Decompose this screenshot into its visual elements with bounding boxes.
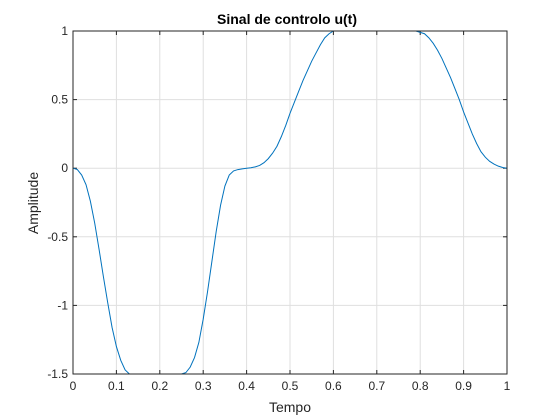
x-tick-label: 0.4 [238,379,255,393]
y-tick-label: -1 [57,298,68,312]
y-tick-label: 1 [61,24,68,38]
chart-title: Sinal de controlo u(t) [217,11,357,27]
x-tick-label: 0.9 [455,379,472,393]
x-tick-label: 0.6 [325,379,342,393]
x-tick-label: 0.1 [108,379,125,393]
x-tick-label: 0.5 [282,379,299,393]
plot-border [72,30,508,375]
x-tick-label: 0.3 [195,379,212,393]
x-tick-label: 0.2 [151,379,168,393]
y-axis-label: Amplitude [25,172,41,234]
x-tick-label: 0.7 [368,379,385,393]
y-tick-label: 0.5 [51,93,68,107]
y-tick-label: -1.5 [47,367,68,381]
x-tick-label: 1 [504,379,511,393]
x-axis-label: Tempo [269,399,311,415]
x-tick-label: 0.8 [412,379,429,393]
y-tick-label: 0 [61,161,68,175]
y-tick-label: -0.5 [47,230,68,244]
x-tick-label: 0 [70,379,77,393]
